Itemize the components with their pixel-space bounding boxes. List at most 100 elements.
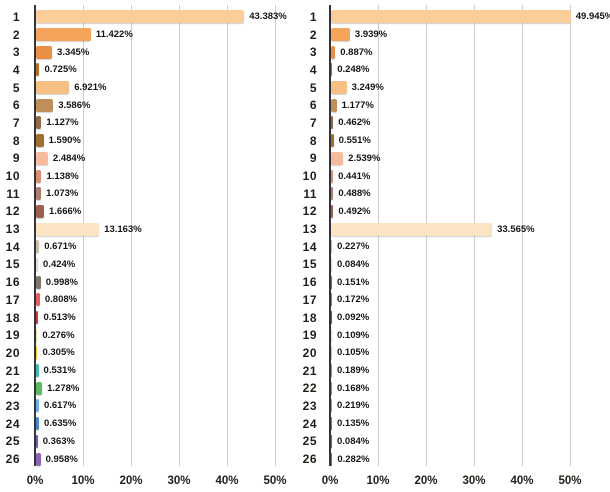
bar-row: 6 1.177% bbox=[294, 96, 610, 114]
bar-row: 17 0.172% bbox=[294, 291, 610, 309]
bar bbox=[36, 10, 245, 24]
category-label: 18 bbox=[302, 310, 317, 325]
bar-row: 10 1.138% bbox=[0, 167, 300, 185]
bar-value-label: 0.135% bbox=[337, 418, 370, 430]
bar bbox=[331, 187, 334, 201]
bar-row: 3 3.345% bbox=[0, 43, 300, 61]
bar bbox=[36, 151, 48, 165]
bar bbox=[36, 275, 41, 289]
bar bbox=[36, 134, 44, 148]
bar-row: 22 1.278% bbox=[0, 379, 300, 397]
bar-value-label: 1.666% bbox=[48, 205, 82, 217]
bar-value-label: 0.488% bbox=[338, 188, 371, 200]
category-label: 4 bbox=[309, 62, 317, 77]
bar-value-label: 0.189% bbox=[337, 365, 370, 377]
bar bbox=[36, 257, 39, 271]
category-label: 9 bbox=[12, 151, 20, 166]
bar-row: 25 0.084% bbox=[294, 433, 610, 451]
bar-row: 9 2.539% bbox=[294, 150, 610, 168]
bar bbox=[331, 81, 347, 95]
bar-value-label: 0.084% bbox=[337, 258, 370, 270]
bar-row: 13 33.565% bbox=[294, 220, 610, 238]
bar-row: 21 0.531% bbox=[0, 362, 300, 380]
category-label: 26 bbox=[302, 452, 317, 467]
bar bbox=[331, 311, 332, 325]
bar-value-label: 6.921% bbox=[74, 82, 107, 94]
right-bar-chart: 1 49.945% 2 3.939% 3 0.887% 4 0.248% 5 3.249% 6 1.1… bbox=[294, 0, 610, 492]
bar-row: 26 0.958% bbox=[0, 450, 300, 468]
gridline bbox=[570, 5, 571, 466]
bar-row: 2 3.939% bbox=[294, 26, 610, 44]
bar bbox=[331, 204, 334, 218]
category-label: 12 bbox=[5, 204, 20, 219]
bar bbox=[331, 151, 344, 165]
bar bbox=[36, 328, 38, 342]
bar-value-label: 0.248% bbox=[337, 64, 370, 76]
category-label: 25 bbox=[5, 434, 20, 449]
bar bbox=[331, 169, 334, 183]
bar-row: 22 0.168% bbox=[294, 379, 610, 397]
bar-row: 10 0.441% bbox=[294, 167, 610, 185]
bar bbox=[331, 98, 337, 112]
bar-row: 19 0.109% bbox=[294, 326, 610, 344]
gridline bbox=[179, 5, 180, 466]
bar bbox=[36, 81, 70, 95]
bar-value-label: 33.565% bbox=[497, 223, 535, 235]
bar-value-label: 0.551% bbox=[338, 135, 371, 147]
bar-value-label: 13.163% bbox=[104, 223, 142, 235]
bar-value-label: 1.590% bbox=[48, 135, 81, 147]
bar-row: 24 0.135% bbox=[294, 415, 610, 433]
bar bbox=[331, 434, 332, 448]
bar-row: 2 11.422% bbox=[0, 26, 300, 44]
bar-row: 4 0.248% bbox=[294, 61, 610, 79]
gridline bbox=[131, 5, 132, 466]
category-label: 15 bbox=[5, 257, 20, 272]
category-label: 24 bbox=[5, 416, 20, 431]
bar-value-label: 0.635% bbox=[44, 418, 77, 430]
bar bbox=[36, 222, 100, 236]
bar-row: 14 0.671% bbox=[0, 238, 300, 256]
bar-row: 20 0.305% bbox=[0, 344, 300, 362]
bar bbox=[331, 275, 332, 289]
bar-value-label: 0.513% bbox=[43, 312, 76, 324]
bar bbox=[36, 45, 53, 59]
bar-row: 1 43.383% bbox=[0, 8, 300, 26]
bar-value-label: 1.073% bbox=[46, 188, 79, 200]
bar bbox=[36, 98, 54, 112]
bar bbox=[331, 134, 334, 148]
category-label: 6 bbox=[12, 98, 20, 113]
bar-value-label: 0.441% bbox=[338, 170, 371, 182]
bar-row: 16 0.998% bbox=[0, 273, 300, 291]
bar-row: 8 0.551% bbox=[294, 132, 610, 150]
bar-value-label: 3.249% bbox=[351, 82, 384, 94]
bar-row: 15 0.084% bbox=[294, 256, 610, 274]
category-label: 9 bbox=[309, 151, 317, 166]
x-tick-label: 0% bbox=[321, 475, 339, 487]
bar-row: 5 6.921% bbox=[0, 79, 300, 97]
x-tick-label: 50% bbox=[558, 475, 582, 487]
bar-row: 3 0.887% bbox=[294, 43, 610, 61]
category-label: 24 bbox=[302, 416, 317, 431]
bar-value-label: 0.808% bbox=[44, 294, 78, 306]
bar-row: 24 0.635% bbox=[0, 415, 300, 433]
bar bbox=[331, 293, 332, 307]
category-label: 20 bbox=[5, 345, 20, 360]
bar-value-label: 0.363% bbox=[42, 435, 75, 447]
bar bbox=[331, 257, 332, 271]
x-tick-label: 20% bbox=[119, 475, 143, 487]
bar bbox=[331, 222, 493, 236]
bar-value-label: 11.422% bbox=[95, 29, 133, 41]
bar bbox=[36, 116, 42, 130]
bar bbox=[36, 311, 39, 325]
bar bbox=[331, 10, 571, 24]
category-label: 8 bbox=[12, 133, 20, 148]
category-label: 12 bbox=[302, 204, 317, 219]
bar-row: 7 1.127% bbox=[0, 114, 300, 132]
bar bbox=[36, 452, 41, 466]
category-label: 10 bbox=[5, 169, 20, 184]
bar-value-label: 0.531% bbox=[43, 365, 76, 377]
category-label: 7 bbox=[12, 115, 20, 130]
bar-row: 20 0.105% bbox=[294, 344, 610, 362]
category-label: 19 bbox=[5, 328, 20, 343]
bar-value-label: 0.084% bbox=[337, 435, 370, 447]
